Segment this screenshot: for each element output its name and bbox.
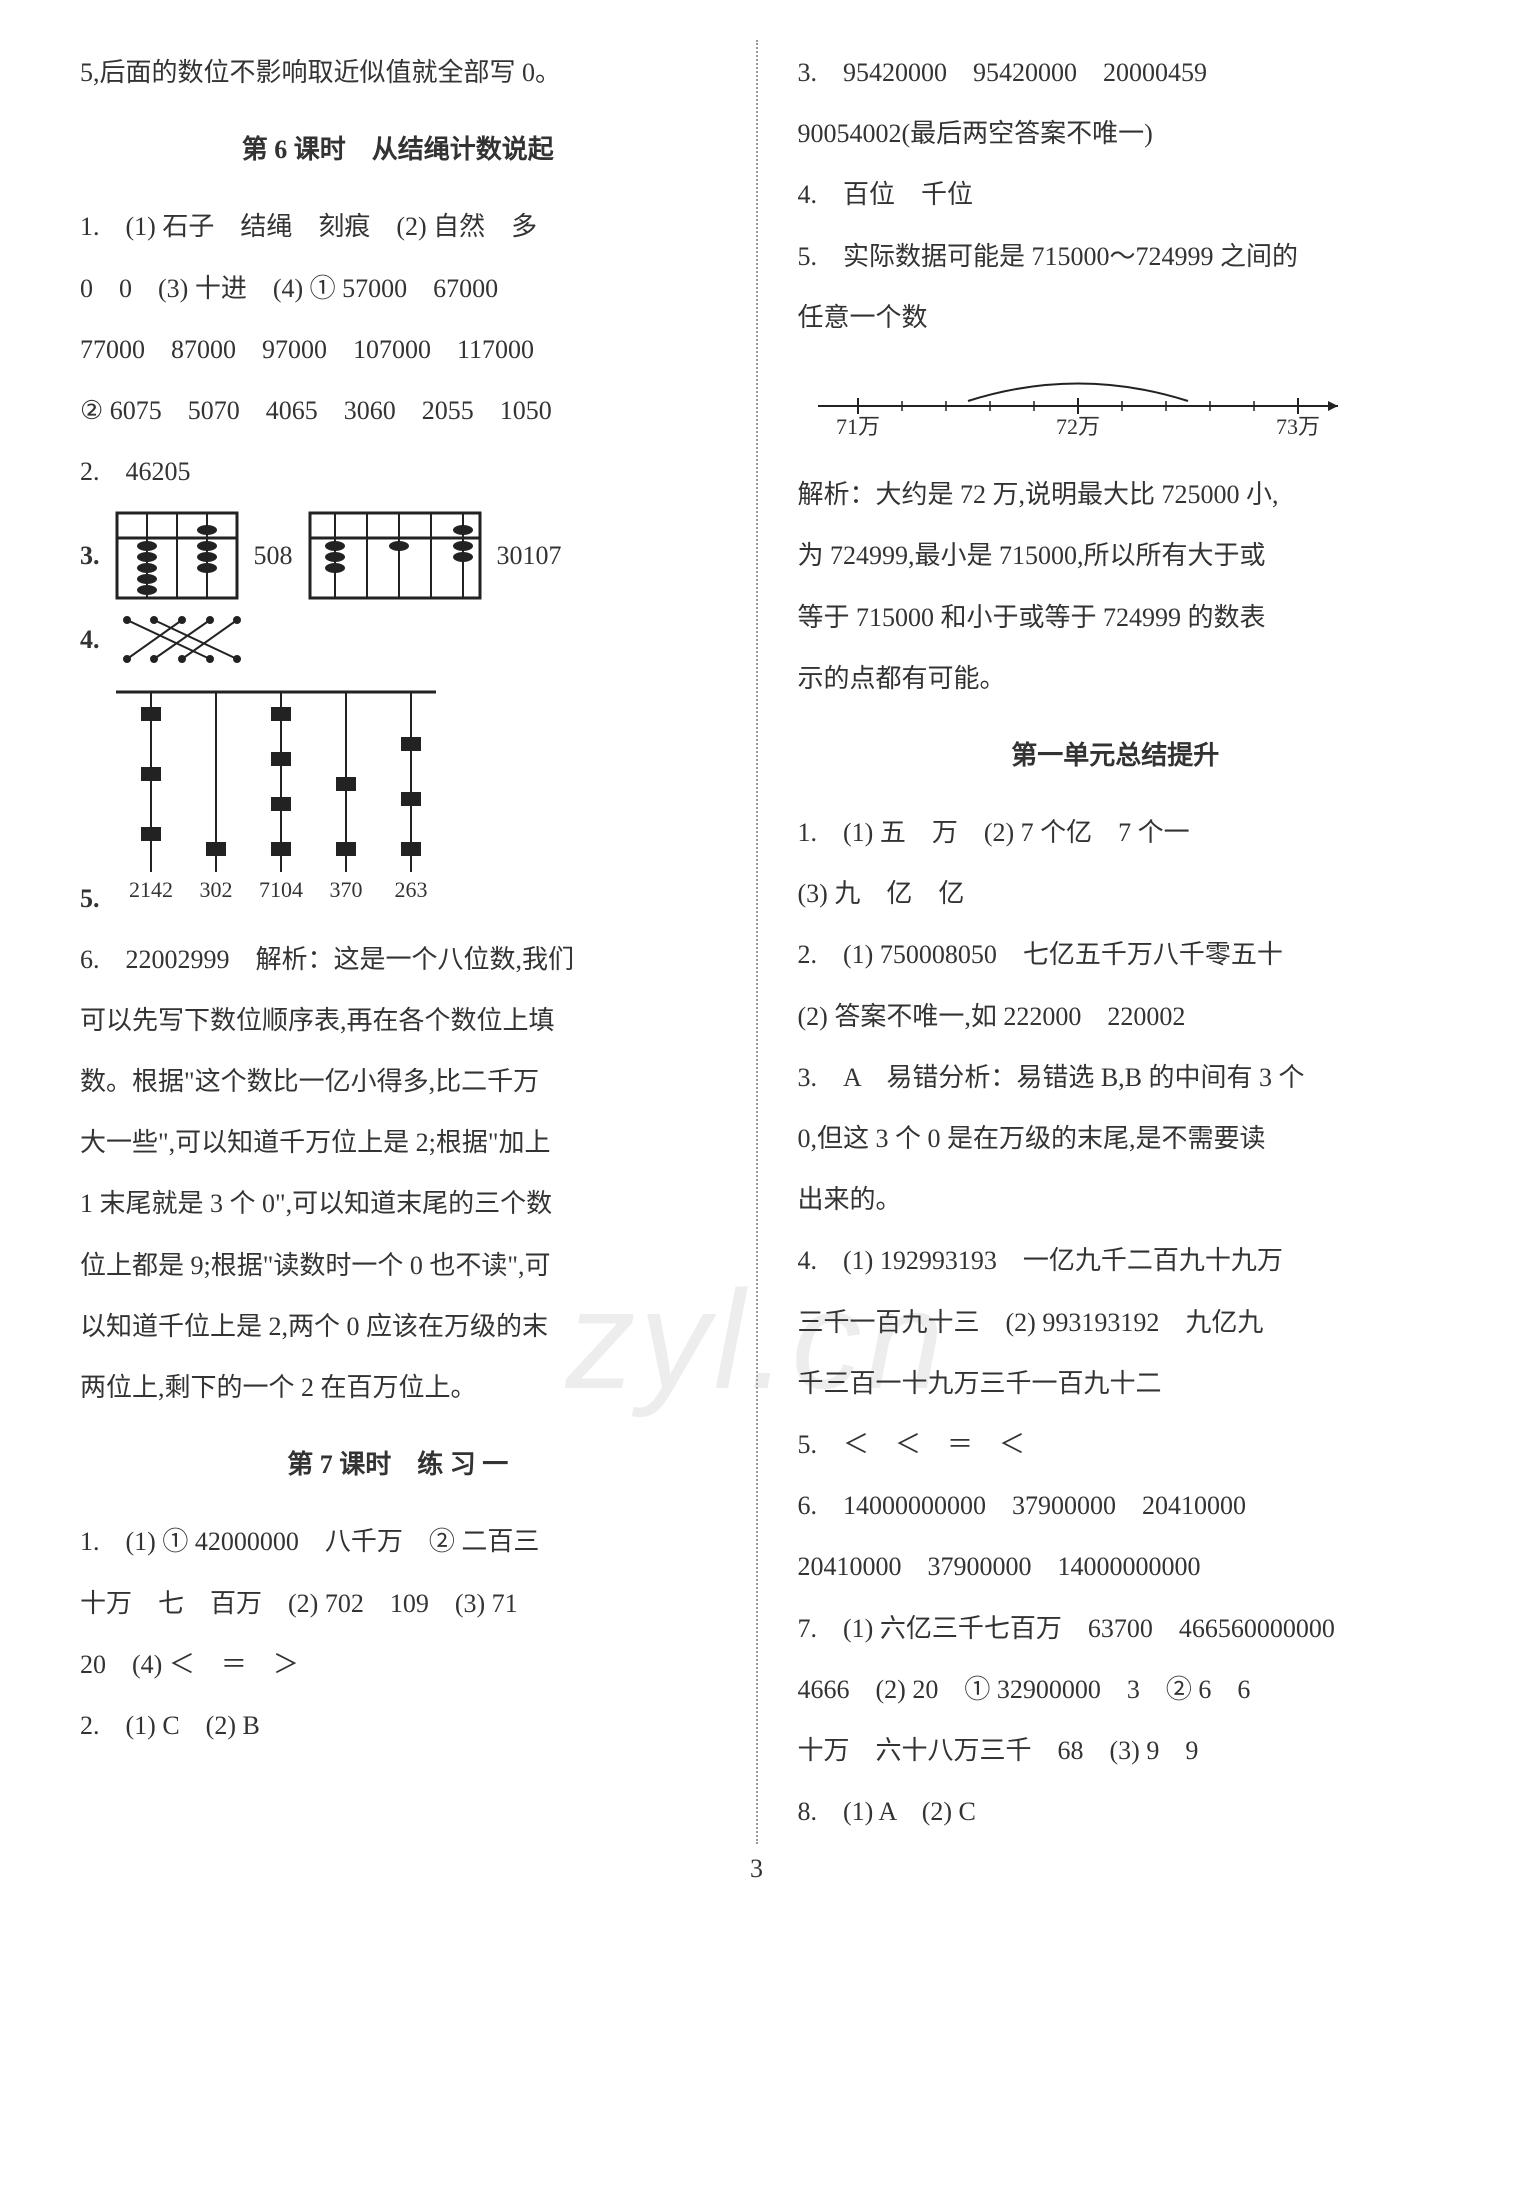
- s6-q6-l7: 以知道千位上是 2,两个 0 应该在万级的末: [80, 1298, 716, 1355]
- s6-q1-line1: 1. (1) 石子 结绳 刻痕 (2) 自然 多: [80, 198, 716, 255]
- two-column-layout: 5,后面的数位不影响取近似值就全部写 0。 第 6 课时 从结绳计数说起 1. …: [80, 40, 1433, 1844]
- u-q3-l2: 0,但这 3 个 0 是在万级的末尾,是不需要读: [798, 1110, 1434, 1167]
- nl-tick-3: 73万: [1275, 414, 1319, 436]
- cf-label-1: 2142: [129, 877, 173, 902]
- abacus-2-label: 30107: [497, 527, 562, 584]
- r-q5-expl-l1: 解析：大约是 72 万,说明最大比 725000 小,: [798, 466, 1434, 523]
- cf-label-5: 263: [395, 877, 428, 902]
- page-content: 5,后面的数位不影响取近似值就全部写 0。 第 6 课时 从结绳计数说起 1. …: [80, 40, 1433, 1884]
- cf-label-2: 302: [200, 877, 233, 902]
- s6-q3-row: 3.: [80, 508, 716, 603]
- r-q4: 4. 百位 千位: [798, 166, 1434, 223]
- section-7-heading: 第 7 课时 练 习 一: [80, 1436, 716, 1493]
- s6-q6-l1: 6. 22002999 解析：这是一个八位数,我们: [80, 931, 716, 988]
- u-q7-l1: 7. (1) 六亿三千七百万 63700 466560000000: [798, 1600, 1434, 1657]
- abacus-1: [112, 508, 242, 603]
- s6-q1-line4: ② 6075 5070 4065 3060 2055 1050: [80, 382, 716, 439]
- r-q3-l2: 90054002(最后两空答案不唯一): [798, 105, 1434, 162]
- column-divider: [756, 40, 758, 1844]
- u-q3-l1: 3. A 易错分析：易错选 B,B 的中间有 3 个: [798, 1049, 1434, 1106]
- s6-q4-label: 4.: [80, 611, 100, 668]
- s6-q3-label: 3.: [80, 527, 100, 584]
- r-q5-l2: 任意一个数: [798, 289, 1434, 346]
- u-q6-l1: 6. 14000000000 37900000 20410000: [798, 1477, 1434, 1534]
- cf-label-3: 7104: [259, 877, 303, 902]
- s7-q1-l1: 1. (1) ① 42000000 八千万 ② 二百三: [80, 1513, 716, 1570]
- u-q5: 5. ＜ ＜ ＝ ＜: [798, 1416, 1434, 1473]
- u-q2-l1: 2. (1) 750008050 七亿五千万八千零五十: [798, 926, 1434, 983]
- r-q5-expl-l4: 示的点都有可能。: [798, 650, 1434, 707]
- cf-label-4: 370: [330, 877, 363, 902]
- abacus-1-label: 508: [254, 527, 293, 584]
- s6-q6-l4: 大一些",可以知道千万位上是 2;根据"加上: [80, 1114, 716, 1171]
- s6-q6-l2: 可以先写下数位顺序表,再在各个数位上填: [80, 992, 716, 1049]
- nl-tick-2: 72万: [1055, 414, 1099, 436]
- left-column: 5,后面的数位不影响取近似值就全部写 0。 第 6 课时 从结绳计数说起 1. …: [80, 40, 716, 1844]
- unit-summary-heading: 第一单元总结提升: [798, 727, 1434, 784]
- s6-q5-row: 5.: [80, 677, 716, 927]
- s6-q6-l6: 位上都是 9;根据"读数时一个 0 也不读",可: [80, 1237, 716, 1294]
- s6-q1-line3: 77000 87000 97000 107000 117000: [80, 321, 716, 378]
- s7-q1-l3: 20 (4) ＜ ＝ ＞: [80, 1636, 716, 1693]
- page-number: 3: [80, 1854, 1433, 1884]
- section-6-heading: 第 6 课时 从结绳计数说起: [80, 121, 716, 178]
- u-q1-l2: (3) 九 亿 亿: [798, 865, 1434, 922]
- u-q2-l2: (2) 答案不唯一,如 222000 220002: [798, 988, 1434, 1045]
- s6-q1-line2: 0 0 (3) 十进 (4) ① 57000 67000: [80, 260, 716, 317]
- s6-q4-row: 4.: [80, 611, 716, 668]
- u-q4-l3: 千三百一十九万三千一百九十二: [798, 1355, 1434, 1412]
- counting-frame: 2142 302 7104 370 263: [106, 884, 446, 913]
- u-q6-l2: 20410000 37900000 14000000000: [798, 1538, 1434, 1595]
- r-q5-expl-l3: 等于 715000 和小于或等于 724999 的数表: [798, 589, 1434, 646]
- s6-q6-l8: 两位上,剩下的一个 2 在百万位上。: [80, 1359, 716, 1416]
- u-q4-l1: 4. (1) 192993193 一亿九千二百九十九万: [798, 1232, 1434, 1289]
- u-q7-l2: 4666 (2) 20 ① 32900000 3 ② 6 6: [798, 1661, 1434, 1718]
- u-q8: 8. (1) A (2) C: [798, 1783, 1434, 1840]
- s6-q6-l3: 数。根据"这个数比一亿小得多,比二千万: [80, 1053, 716, 1110]
- right-column: 3. 95420000 95420000 20000459 90054002(最…: [798, 40, 1434, 1844]
- u-q4-l2: 三千一百九十三 (2) 993193192 九亿九: [798, 1294, 1434, 1351]
- s6-q2: 2. 46205: [80, 443, 716, 500]
- r-q3-l1: 3. 95420000 95420000 20000459: [798, 44, 1434, 101]
- cross-diagram: [112, 612, 252, 667]
- number-line-diagram: 71万 72万 73万: [798, 356, 1434, 456]
- nl-tick-1: 71万: [835, 414, 879, 436]
- u-q7-l3: 十万 六十八万三千 68 (3) 9 9: [798, 1722, 1434, 1779]
- r-q5-l1: 5. 实际数据可能是 715000～724999 之间的: [798, 228, 1434, 285]
- s7-q1-l2: 十万 七 百万 (2) 702 109 (3) 71: [80, 1575, 716, 1632]
- u-q1-l1: 1. (1) 五 万 (2) 7 个亿 7 个一: [798, 804, 1434, 861]
- s6-q6-l5: 1 末尾就是 3 个 0",可以知道末尾的三个数: [80, 1175, 716, 1232]
- u-q3-l3: 出来的。: [798, 1171, 1434, 1228]
- abacus-2: [305, 508, 485, 603]
- s7-q2: 2. (1) C (2) B: [80, 1697, 716, 1754]
- s6-q5-label: 5.: [80, 884, 100, 913]
- r-q5-expl-l2: 为 724999,最小是 715000,所以所有大于或: [798, 527, 1434, 584]
- top-continuation-text: 5,后面的数位不影响取近似值就全部写 0。: [80, 44, 716, 101]
